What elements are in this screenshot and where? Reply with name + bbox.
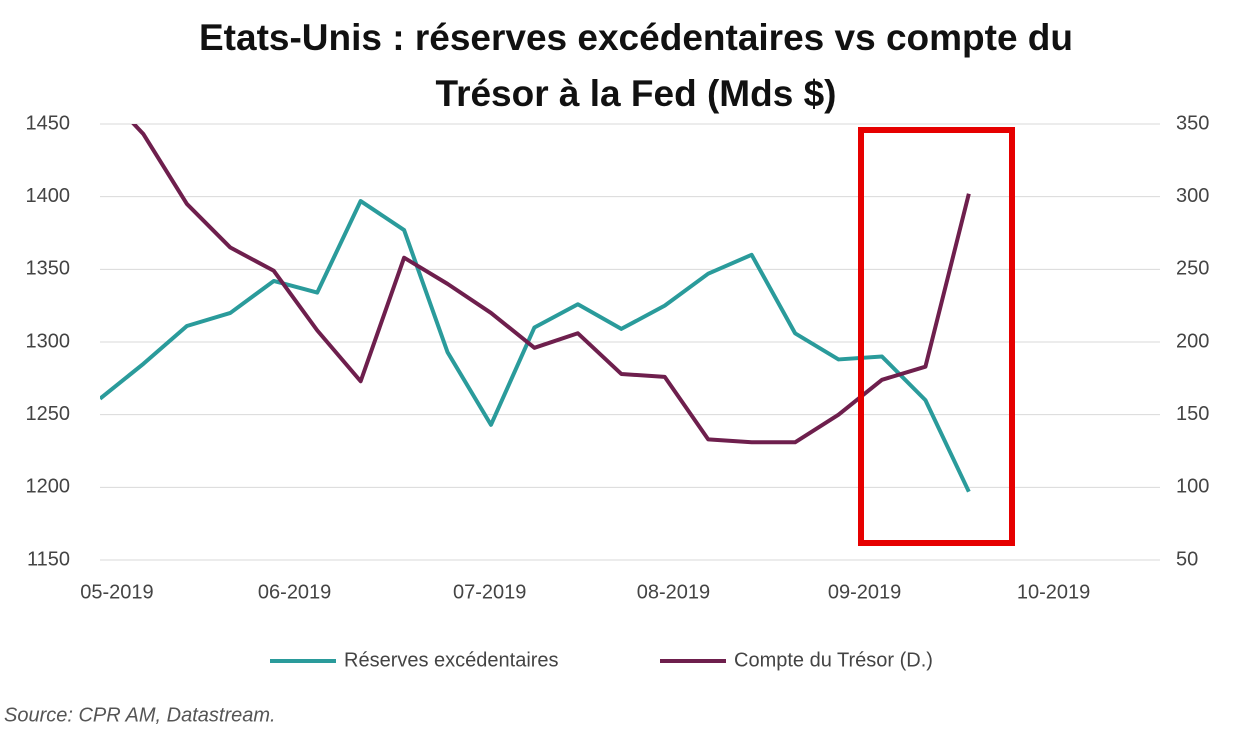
y2-tick-label: 50 (1176, 548, 1198, 570)
series-line (100, 199, 971, 493)
chart-title: Trésor à la Fed (Mds $) (436, 73, 837, 114)
x-tick-label: 05-2019 (80, 581, 153, 603)
plot-area: 1150 1200 1250 1300 1350 1400 1450 50 100 150 200 2… (26, 112, 1210, 671)
chart-title: Etats-Unis : réserves excédentaires vs c… (199, 17, 1073, 58)
x-tick-label: 09-2019 (828, 581, 901, 603)
y-tick-label: 1150 (27, 548, 70, 570)
y-tick-label: 1200 (26, 476, 71, 498)
x-tick-label: 06-2019 (258, 581, 331, 603)
y2-tick-label: 300 (1176, 185, 1209, 207)
x-tick-label: 07-2019 (453, 581, 526, 603)
y2-tick-label: 200 (1176, 330, 1209, 352)
legend-label: Réserves excédentaires (344, 649, 559, 671)
y-tick-label: 1450 (26, 112, 71, 134)
x-tick-label: 10-2019 (1017, 581, 1090, 603)
y-tick-label: 1300 (26, 330, 71, 352)
y2-tick-label: 250 (1176, 258, 1209, 280)
legend-label: Compte du Trésor (D.) (734, 649, 933, 671)
y-tick-label: 1350 (26, 258, 71, 280)
y2-tick-label: 100 (1176, 476, 1209, 498)
y-tick-label: 1400 (26, 185, 71, 207)
y2-tick-label: 350 (1176, 112, 1209, 134)
highlight-box (858, 127, 1015, 546)
y2-tick-label: 150 (1176, 403, 1209, 425)
y-tick-label: 1250 (26, 403, 71, 425)
source: Source: CPR AM, Datastream. (4, 704, 276, 726)
x-tick-label: 08-2019 (637, 581, 710, 603)
series-line (131, 124, 971, 445)
